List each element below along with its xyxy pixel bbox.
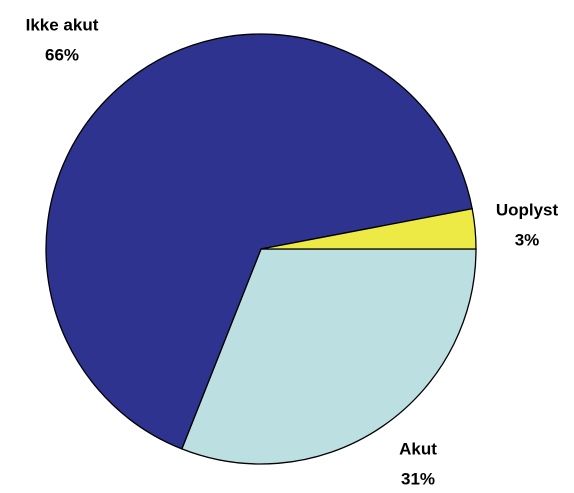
slice-label: Uoplyst <box>496 200 559 219</box>
slice-label: Ikke akut <box>26 15 99 34</box>
slice-value-label: 3% <box>515 230 540 249</box>
slice-value-label: 66% <box>45 45 79 64</box>
pie-slice <box>45 33 473 450</box>
slice-value-label: 31% <box>401 469 435 488</box>
slice-label: Akut <box>399 439 437 458</box>
pie-slice <box>260 207 477 250</box>
pie-slice <box>181 248 477 465</box>
